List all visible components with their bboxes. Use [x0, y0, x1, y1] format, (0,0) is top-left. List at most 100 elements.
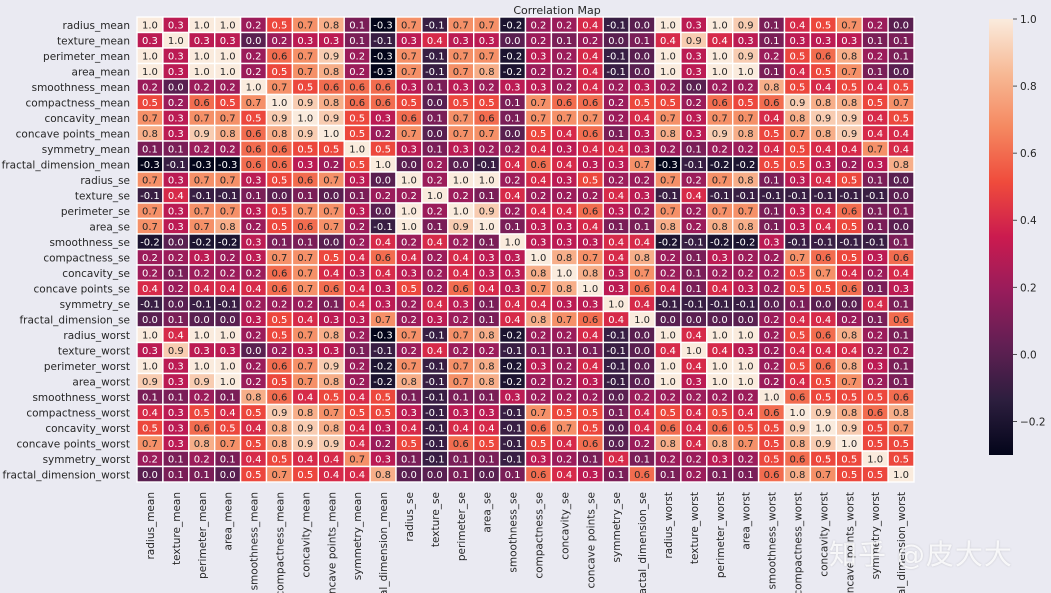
cell-value-label: 0.8 — [660, 439, 676, 450]
cell-value-label: 0.9 — [323, 361, 339, 372]
cell-value-label: 1.0 — [479, 222, 495, 233]
cell-value-label: -0.2 — [736, 237, 756, 248]
cell-value-label: 0.9 — [841, 113, 857, 124]
cell-value-label: -0.3 — [373, 51, 393, 62]
cell-value-label: 0.2 — [556, 330, 572, 341]
cell-value-label: 0.4 — [220, 408, 236, 419]
cell-value-label: 0.3 — [686, 51, 702, 62]
cell-value-label: 0.1 — [401, 392, 417, 403]
cell-value-label: 0.1 — [349, 191, 365, 202]
y-tick-label: concave points_mean — [16, 128, 130, 140]
cell-value-label: 0.2 — [401, 191, 417, 202]
cell-value-label: 0.8 — [738, 222, 754, 233]
cell-value-label: 0.7 — [194, 175, 210, 186]
cell-value-label: 0.2 — [608, 98, 624, 109]
cell-value-label: 0.3 — [530, 82, 546, 93]
cell-value-label: 1.0 — [220, 67, 236, 78]
cell-value-label: 0.7 — [453, 20, 469, 31]
cell-value-label: 1.0 — [349, 144, 365, 155]
cell-value-label: 1.0 — [893, 470, 909, 481]
cell-value-label: 0.4 — [608, 315, 624, 326]
cell-value-label: 0.2 — [401, 346, 417, 357]
x-tick-label: compactness_se — [533, 492, 545, 579]
cell-value-label: 0.1 — [349, 36, 365, 47]
cell-value-label: 0.4 — [530, 206, 546, 217]
cell-value-label: 1.0 — [142, 51, 158, 62]
cell-value-label: 0.5 — [738, 423, 754, 434]
y-tick-label: concavity_se — [62, 268, 130, 280]
cell-value-label: 1.0 — [712, 20, 728, 31]
cell-value-label: 0.2 — [764, 346, 780, 357]
cell-value-label: 0.4 — [815, 346, 831, 357]
cell-value-label: 0.0 — [427, 470, 443, 481]
cell-value-label: 0.2 — [764, 284, 780, 295]
cell-value-label: 0.8 — [841, 361, 857, 372]
cell-value-label: 0.6 — [815, 361, 831, 372]
cell-value-label: 0.9 — [841, 423, 857, 434]
cell-value-label: 0.5 — [194, 408, 210, 419]
cell-value-label: 0.8 — [841, 330, 857, 341]
cell-value-label: 0.5 — [297, 82, 313, 93]
cell-value-label: 0.5 — [246, 408, 262, 419]
x-tick-label: compactness_mean — [274, 492, 286, 593]
cell-value-label: 0.0 — [375, 206, 391, 217]
x-tick-label: area_mean — [223, 492, 235, 550]
cell-value-label: 0.8 — [323, 330, 339, 341]
cell-value-label: 0.3 — [608, 206, 624, 217]
cell-value-label: 0.7 — [271, 82, 287, 93]
cell-value-label: 0.8 — [789, 470, 805, 481]
cell-value-label: 1.0 — [660, 361, 676, 372]
cell-value-label: -0.1 — [788, 237, 808, 248]
cell-value-label: 0.6 — [271, 268, 287, 279]
cell-value-label: 0.6 — [453, 439, 469, 450]
cell-value-label: 0.6 — [194, 98, 210, 109]
cell-value-label: 0.1 — [686, 284, 702, 295]
cell-value-label: 0.2 — [375, 191, 391, 202]
cell-value-label: 0.2 — [453, 315, 469, 326]
cell-value-label: 1.0 — [738, 330, 754, 341]
cell-value-label: 0.1 — [686, 268, 702, 279]
y-tick-label: smoothness_se — [49, 237, 130, 249]
cell-value-label: 0.5 — [815, 454, 831, 465]
cell-value-label: 0.0 — [893, 191, 909, 202]
cell-value-label: 0.2 — [505, 206, 521, 217]
cell-value-label: 0.2 — [634, 206, 650, 217]
cell-value-label: 0.7 — [323, 222, 339, 233]
cell-value-label: 0.6 — [660, 423, 676, 434]
cell-value-label: 0.8 — [220, 222, 236, 233]
cell-value-label: 0.4 — [608, 454, 624, 465]
cell-value-label: 1.0 — [401, 222, 417, 233]
cell-value-label: 0.0 — [401, 160, 417, 171]
cell-value-label: 0.8 — [556, 284, 572, 295]
cell-value-label: 0.2 — [168, 253, 184, 264]
cell-value-label: 0.3 — [505, 284, 521, 295]
cell-value-label: 0.3 — [323, 315, 339, 326]
cell-value-label: 0.7 — [479, 20, 495, 31]
cell-value-label: 0.2 — [660, 144, 676, 155]
cell-value-label: 0.6 — [271, 392, 287, 403]
cell-value-label: 0.5 — [479, 439, 495, 450]
cell-value-label: 0.4 — [349, 439, 365, 450]
cell-value-label: 0.5 — [349, 113, 365, 124]
cell-value-label: 0.5 — [764, 423, 780, 434]
cell-value-label: 0.5 — [401, 284, 417, 295]
cell-value-label: 0.7 — [530, 113, 546, 124]
cell-value-label: 0.3 — [349, 315, 365, 326]
cell-value-label: 0.2 — [194, 454, 210, 465]
cell-value-label: 0.2 — [686, 222, 702, 233]
cell-value-label: 0.8 — [789, 439, 805, 450]
cell-value-label: 0.3 — [686, 377, 702, 388]
cell-value-label: 0.7 — [401, 51, 417, 62]
cell-value-label: 0.4 — [764, 113, 780, 124]
cell-value-label: 0.0 — [505, 129, 521, 140]
cell-value-label: 0.4 — [738, 408, 754, 419]
y-tick-label: concave points_worst — [17, 438, 131, 450]
cell-value-label: 0.7 — [712, 175, 728, 186]
cell-value-label: 0.2 — [401, 315, 417, 326]
cell-value-label: 0.3 — [375, 454, 391, 465]
y-tick-label: area_se — [89, 221, 130, 233]
cell-value-label: 0.4 — [453, 268, 469, 279]
cell-value-label: 0.2 — [427, 253, 443, 264]
cell-value-label: 0.3 — [375, 284, 391, 295]
